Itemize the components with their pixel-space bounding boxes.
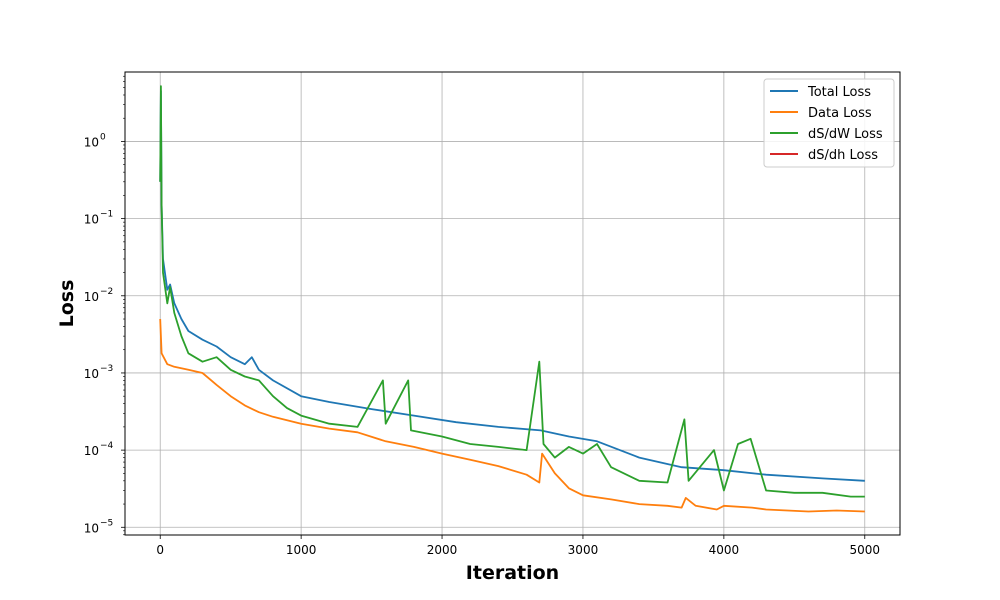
x-tick-label: 0 — [156, 543, 164, 557]
y-tick-exponent: −2 — [100, 287, 113, 297]
legend-label: Total Loss — [807, 85, 871, 100]
x-tick-label: 2000 — [427, 543, 458, 557]
y-tick-label: 10 — [84, 213, 99, 227]
legend-label: dS/dh Loss — [808, 148, 878, 163]
y-tick-label: 10 — [84, 444, 99, 458]
series-line-1 — [159, 318, 865, 513]
legend-label: dS/dW Loss — [808, 127, 883, 142]
x-tick-label: 3000 — [568, 543, 599, 557]
x-tick-label: 1000 — [286, 543, 317, 557]
y-tick-label: 10 — [84, 290, 99, 304]
series-lines — [159, 85, 865, 513]
y-tick-exponent: −1 — [100, 210, 113, 220]
y-tick-label: 10 — [84, 521, 99, 535]
y-tick-exponent: −3 — [100, 364, 113, 374]
y-tick-label: 10 — [84, 367, 99, 381]
legend-box — [763, 78, 895, 168]
x-tick-label: 4000 — [709, 543, 740, 557]
legend: Total Loss Data Loss dS/dW Loss dS/dh Loss — [763, 78, 895, 168]
y-tick-exponent: −4 — [100, 441, 114, 451]
y-tick-exponent: −5 — [100, 518, 113, 528]
series-line-2 — [159, 85, 865, 498]
y-tick-label: 10 — [84, 135, 99, 149]
y-axis-title: Loss — [56, 280, 78, 328]
legend-label: Data Loss — [808, 106, 872, 121]
y-tick-exponent: 0 — [100, 132, 106, 142]
series-line-0 — [159, 90, 865, 482]
x-tick-label: 5000 — [849, 543, 880, 557]
x-axis-title: Iteration — [466, 562, 559, 584]
